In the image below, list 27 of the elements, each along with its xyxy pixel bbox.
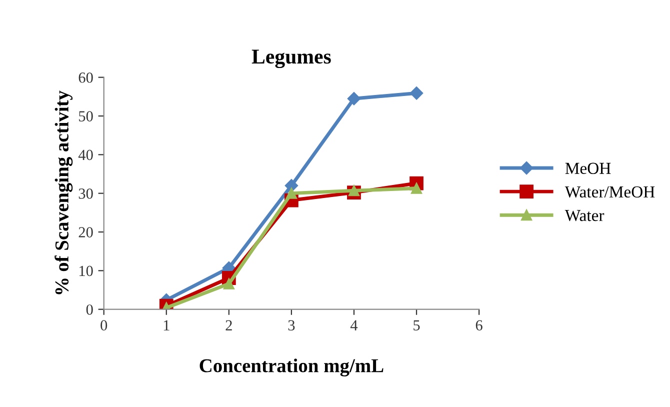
x-tick-label: 1 [164,320,170,330]
x-tick-label: 2 [226,320,232,330]
y-tick-label: 10 [80,266,93,276]
legend-label: MeOH [565,162,611,174]
y-tick-label: 30 [78,188,93,199]
point [286,188,298,199]
y-tick-label: 50 [79,111,93,122]
y-tick-label: 20 [78,227,93,238]
x-tick-label: 4 [350,320,358,330]
point [284,179,298,192]
x-axis-title: Concentration mg/mL [200,358,384,376]
y-axis-title: % of Scavenging activity [54,90,73,294]
legend-label: Water [564,210,604,222]
y-tick-label: 0 [86,304,93,315]
x-tick-label: 5 [414,320,420,330]
y-tick-label: 40 [78,150,93,160]
legend-label: Water/MeOH [564,186,655,198]
y-tick-label: 60 [78,72,93,83]
point [348,185,360,196]
point [223,278,234,290]
point [410,86,424,100]
chart-title: Legumes [252,50,331,68]
point [410,182,422,194]
x-tick-label: 0 [100,320,108,330]
point [347,92,361,106]
x-tick-label: 3 [288,320,295,330]
x-tick-label: 6 [476,320,482,330]
